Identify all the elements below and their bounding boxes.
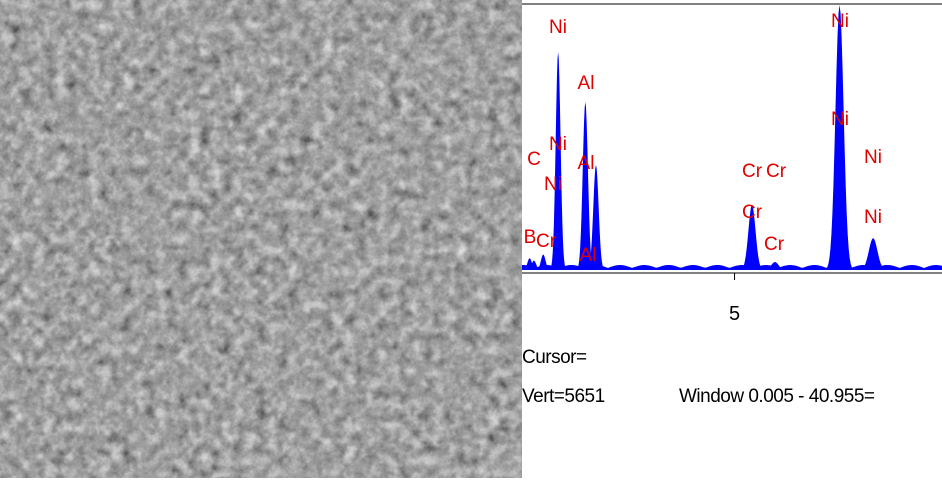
peak-label: Ni xyxy=(549,17,567,38)
peak-label: B xyxy=(524,227,537,248)
peak-label: Cr xyxy=(742,202,763,223)
peak-label: Ni xyxy=(864,207,882,228)
peak-label: Cr xyxy=(764,234,785,255)
sem-image xyxy=(0,0,522,478)
peak-label: C xyxy=(527,149,541,170)
peak-label: Cr xyxy=(766,161,787,182)
peak-label: Ni xyxy=(544,174,562,195)
peak-label: Ni xyxy=(864,147,882,168)
peak-label: Al xyxy=(578,73,595,94)
peak-label: Ni xyxy=(549,134,567,155)
cursor-readout: Cursor= xyxy=(522,347,587,368)
vert-readout: Vert=5651 xyxy=(522,386,605,407)
peak-label: Al xyxy=(578,153,595,174)
peak-label: Cr xyxy=(536,231,557,252)
peak-label: Ni xyxy=(831,11,849,32)
peak-label: Cr xyxy=(742,161,763,182)
screen: 5NiAlCNiNiAlBCrAlCrCrCrCrNiNiNiNi Cursor… xyxy=(0,0,942,478)
peak-label: Al xyxy=(580,245,597,266)
peak-label: Ni xyxy=(831,109,849,130)
x-tick-label: 5 xyxy=(729,303,740,325)
window-readout: Window 0.005 - 40.955= xyxy=(679,386,875,407)
